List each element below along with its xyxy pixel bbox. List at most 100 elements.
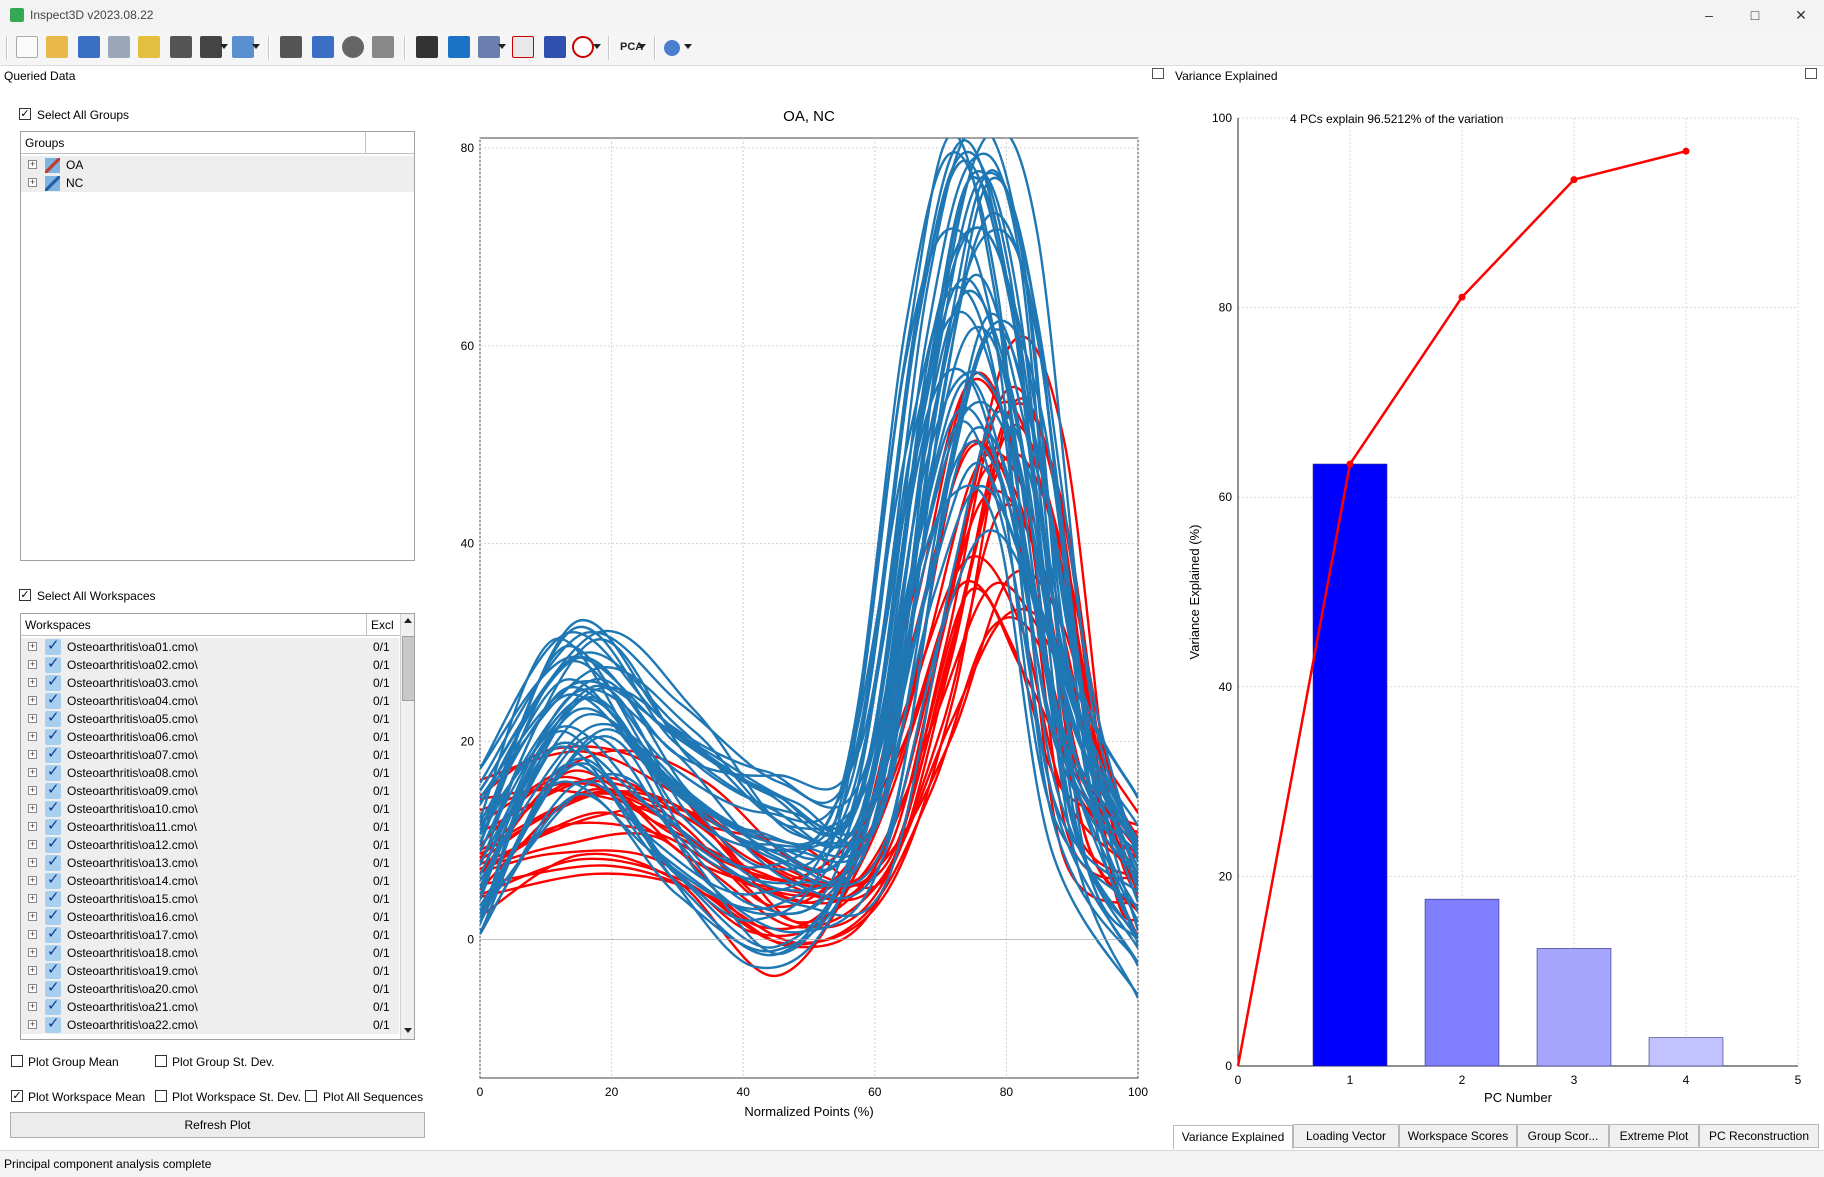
plot-group-sd-checkbox[interactable] xyxy=(155,1055,167,1067)
chevron-down-icon[interactable] xyxy=(593,44,601,49)
workspaces-scrollbar[interactable] xyxy=(400,614,414,1039)
workspace-row[interactable]: + ✓ Osteoarthritis\oa14.cmo\ 0/1 xyxy=(21,871,399,890)
pca-icon[interactable]: PCA xyxy=(620,41,644,53)
float-panel-icon[interactable] xyxy=(1152,68,1164,79)
plot-workspace-sd-checkbox[interactable] xyxy=(155,1090,167,1102)
close-icon[interactable]: ✕ xyxy=(1795,7,1807,23)
expand-icon[interactable]: + xyxy=(28,911,37,921)
workspace-check-icon[interactable]: ✓ xyxy=(45,889,61,907)
tab-workspace-scores[interactable]: Workspace Scores xyxy=(1399,1124,1517,1148)
workspace-check-icon[interactable]: ✓ xyxy=(45,799,61,817)
curve-icon[interactable] xyxy=(544,36,566,58)
expand-icon[interactable]: + xyxy=(28,857,37,867)
workspace-check-icon[interactable]: ✓ xyxy=(45,691,61,709)
expand-icon[interactable]: + xyxy=(28,159,37,169)
maximize-icon[interactable]: □ xyxy=(1750,7,1760,23)
pipe-icon[interactable] xyxy=(372,36,394,58)
refresh-plot-button[interactable]: Refresh Plot xyxy=(10,1112,425,1138)
minimize-icon[interactable]: – xyxy=(1705,7,1713,23)
workspace-row[interactable]: + ✓ Osteoarthritis\oa19.cmo\ 0/1 xyxy=(21,961,399,980)
expand-icon[interactable]: + xyxy=(28,659,37,669)
expand-icon[interactable]: + xyxy=(28,641,37,651)
workspace-row[interactable]: + ✓ Osteoarthritis\oa02.cmo\ 0/1 xyxy=(21,655,399,674)
scrollbar-thumb[interactable] xyxy=(402,636,414,701)
video-icon[interactable] xyxy=(448,36,470,58)
workspace-check-icon[interactable]: ✓ xyxy=(45,997,61,1015)
workspace-row[interactable]: + ✓ Osteoarthritis\oa18.cmo\ 0/1 xyxy=(21,943,399,962)
graph-icon[interactable] xyxy=(478,36,500,58)
expand-icon[interactable]: + xyxy=(28,893,37,903)
save-icon[interactable] xyxy=(78,36,100,58)
workspace-check-icon[interactable]: ✓ xyxy=(45,745,61,763)
report-icon[interactable] xyxy=(138,36,160,58)
skeleton-icon[interactable] xyxy=(416,36,438,58)
chevron-down-icon[interactable] xyxy=(638,44,646,49)
open-folder-icon[interactable] xyxy=(46,36,68,58)
workspace-check-icon[interactable]: ✓ xyxy=(45,961,61,979)
workspace-check-icon[interactable]: ✓ xyxy=(45,673,61,691)
workspace-check-icon[interactable]: ✓ xyxy=(45,1015,61,1033)
txt-export-icon[interactable] xyxy=(280,36,302,58)
expand-icon[interactable]: + xyxy=(28,1019,37,1029)
query-icon[interactable] xyxy=(342,36,364,58)
expand-icon[interactable]: + xyxy=(28,803,37,813)
float-panel-icon[interactable] xyxy=(1805,68,1817,79)
workspace-check-icon[interactable]: ✓ xyxy=(45,781,61,799)
group-row-nc[interactable]: + NC xyxy=(21,174,414,192)
expand-icon[interactable]: + xyxy=(28,947,37,957)
workspace-check-icon[interactable]: ✓ xyxy=(45,853,61,871)
expand-icon[interactable]: + xyxy=(28,731,37,741)
workspace-row[interactable]: + ✓ Osteoarthritis\oa09.cmo\ 0/1 xyxy=(21,781,399,800)
workspace-row[interactable]: + ✓ Osteoarthritis\oa11.cmo\ 0/1 xyxy=(21,817,399,836)
plot-workspace-mean-checkbox[interactable]: ✓ xyxy=(11,1090,23,1102)
tab-variance-explained[interactable]: Variance Explained xyxy=(1173,1125,1293,1150)
binoculars-icon[interactable] xyxy=(170,36,192,58)
workspace-check-icon[interactable]: ✓ xyxy=(45,817,61,835)
workspace-check-icon[interactable]: ✓ xyxy=(45,907,61,925)
help-icon[interactable] xyxy=(664,40,680,56)
expand-icon[interactable]: + xyxy=(28,1001,37,1011)
chevron-down-icon[interactable] xyxy=(252,44,260,49)
workspaces-column-header[interactable]: Workspaces xyxy=(21,614,367,636)
workspace-check-icon[interactable]: ✓ xyxy=(45,979,61,997)
workspace-check-icon[interactable]: ✓ xyxy=(45,709,61,727)
expand-icon[interactable]: + xyxy=(28,749,37,759)
plot-all-sequences-checkbox[interactable] xyxy=(305,1090,317,1102)
workspace-row[interactable]: + ✓ Osteoarthritis\oa13.cmo\ 0/1 xyxy=(21,853,399,872)
expand-icon[interactable]: + xyxy=(28,713,37,723)
workspace-check-icon[interactable]: ✓ xyxy=(45,637,61,655)
group-row-oa[interactable]: + OA xyxy=(21,156,414,174)
workspace-check-icon[interactable]: ✓ xyxy=(45,925,61,943)
workspace-row[interactable]: + ✓ Osteoarthritis\oa17.cmo\ 0/1 xyxy=(21,925,399,944)
expand-icon[interactable]: + xyxy=(28,785,37,795)
workspace-row[interactable]: + ✓ Osteoarthritis\oa01.cmo\ 0/1 xyxy=(21,637,399,656)
workspace-check-icon[interactable]: ✓ xyxy=(45,871,61,889)
expand-icon[interactable]: + xyxy=(28,821,37,831)
tab-group-scores[interactable]: Group Scor... xyxy=(1517,1124,1609,1148)
expand-icon[interactable]: + xyxy=(28,875,37,885)
workspace-row[interactable]: + ✓ Osteoarthritis\oa05.cmo\ 0/1 xyxy=(21,709,399,728)
groups-column-header[interactable]: Groups xyxy=(21,132,366,154)
tab-pc-reconstruction[interactable]: PC Reconstruction xyxy=(1699,1124,1819,1148)
workspace-row[interactable]: + ✓ Osteoarthritis\oa20.cmo\ 0/1 xyxy=(21,979,399,998)
new-file-icon[interactable] xyxy=(16,36,38,58)
tab-loading-vector[interactable]: Loading Vector xyxy=(1293,1124,1399,1148)
chevron-down-icon[interactable] xyxy=(684,44,692,49)
save-query-icon[interactable] xyxy=(312,36,334,58)
workspace-row[interactable]: + ✓ Osteoarthritis\oa04.cmo\ 0/1 xyxy=(21,691,399,710)
save-disabled-icon[interactable] xyxy=(108,36,130,58)
workspace-row[interactable]: + ✓ Osteoarthritis\oa21.cmo\ 0/1 xyxy=(21,997,399,1016)
workspace-check-icon[interactable]: ✓ xyxy=(45,763,61,781)
select-all-workspaces-checkbox[interactable]: ✓ xyxy=(19,589,31,601)
workspace-row[interactable]: + ✓ Osteoarthritis\oa12.cmo\ 0/1 xyxy=(21,835,399,854)
workspace-check-icon[interactable]: ✓ xyxy=(45,655,61,673)
workspace-row[interactable]: + ✓ Osteoarthritis\oa08.cmo\ 0/1 xyxy=(21,763,399,782)
expand-icon[interactable]: + xyxy=(28,929,37,939)
chevron-down-icon[interactable] xyxy=(498,44,506,49)
scroll-up-icon[interactable] xyxy=(404,618,412,623)
scroll-down-icon[interactable] xyxy=(404,1028,412,1033)
workspace-row[interactable]: + ✓ Osteoarthritis\oa03.cmo\ 0/1 xyxy=(21,673,399,692)
tab-extreme-plot[interactable]: Extreme Plot xyxy=(1609,1124,1699,1148)
expand-icon[interactable]: + xyxy=(28,965,37,975)
plot-group-mean-checkbox[interactable] xyxy=(11,1055,23,1067)
